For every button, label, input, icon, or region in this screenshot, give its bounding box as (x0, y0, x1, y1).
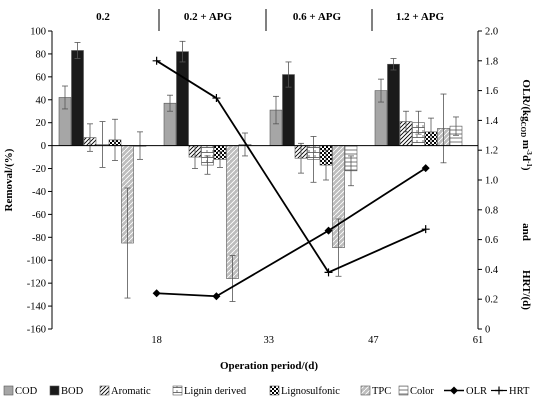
axes (51, 31, 479, 329)
legend-swatch (172, 385, 183, 396)
y-left-axis-title: Removal/(%) (3, 148, 15, 211)
y-left-tick-label: 40 (36, 95, 47, 106)
x-tick-label: 33 (263, 335, 274, 346)
olr-point (324, 226, 333, 235)
y-right-axis-title: OLR/(kgCOD m-3d-1) and HRT/(d) (519, 79, 533, 310)
olr-point (421, 164, 430, 173)
y-left-tick-label: -80 (32, 233, 46, 244)
line-olr (156, 167, 427, 298)
x-axis-title: Operation period/(d) (220, 360, 318, 372)
y-right-title-olr: OLR/(kg (520, 79, 532, 122)
hrt-point (421, 225, 430, 234)
legend-label: Color (410, 386, 434, 397)
line-series (152, 56, 430, 301)
y-left-tick-label: -60 (32, 210, 46, 221)
legend-swatch (3, 385, 14, 396)
hrt-point (212, 94, 221, 103)
phase-dividers (158, 9, 373, 31)
legend-swatch (99, 385, 110, 396)
y-right-ticks: 2.0 1.8 1.6 1.4 1.2 1.0 0.8 0.6 0.4 0.2 0 (478, 27, 499, 336)
bar-bod (387, 63, 400, 146)
hrt-point (152, 56, 161, 65)
y-right-title-tail: m (520, 137, 532, 149)
y-left-ticks: 100 80 60 40 20 0 -20 -40 -60 -80 -100 -120 -140 -160 (27, 27, 52, 336)
olr-point (212, 292, 221, 301)
y-right-tick-label: 2.0 (485, 27, 498, 38)
olr-point (152, 289, 161, 298)
y-right-title-sup2: -1 (525, 161, 533, 167)
y-right-tick-label: 1.4 (485, 116, 499, 127)
y-left-tick-label: -140 (27, 302, 46, 313)
phase-label: 1.2 + APG (396, 11, 445, 23)
svg-text:OLR/(kgCOD m-3d-1): OLR/(kgCOD m-3d-1) (519, 79, 533, 170)
bars (58, 40, 463, 302)
y-right-tick-label: 0.2 (485, 295, 498, 306)
legend-olr-marker (450, 386, 458, 395)
x-tick-label: 18 (151, 335, 162, 346)
x-ticks: 18 33 47 61 (151, 335, 483, 346)
legend-label: OLR (466, 386, 487, 397)
bar-bod (71, 50, 84, 146)
y-left-tick-label: -120 (27, 279, 46, 290)
legend-label: BOD (61, 386, 84, 397)
y-right-tick-label: 0 (485, 325, 490, 336)
legend-swatch (269, 385, 280, 396)
y-left-tick-label: 100 (30, 27, 46, 38)
y-right-tick-label: 0.6 (485, 235, 498, 246)
legend: COD BOD Aromatic Lignin derived Lignosulfoni… (3, 385, 530, 397)
y-right-tick-label: 1.6 (485, 86, 498, 97)
phase-label: 0.2 (96, 11, 110, 23)
legend-swatch (398, 385, 409, 396)
phase-labels: 0.2 0.2 + APG 0.6 + APG 1.2 + APG (96, 11, 444, 23)
y-left-tick-label: -160 (27, 325, 46, 336)
x-tick-label: 61 (473, 335, 484, 346)
y-right-title-sup1: -3 (525, 149, 533, 155)
legend-hrt-marker (495, 386, 503, 395)
hrt-point (324, 268, 333, 277)
y-right-title-hrt: HRT/(d) (520, 270, 532, 310)
line-hrt (156, 60, 427, 274)
y-right-title-sub: COD (519, 122, 527, 138)
phase-label: 0.2 + APG (184, 11, 233, 23)
legend-label: HRT (509, 386, 530, 397)
y-left-tick-label: 20 (36, 118, 47, 129)
y-right-title-end: ) (520, 167, 532, 171)
y-left-tick-label: -100 (27, 256, 46, 267)
legend-swatch (360, 385, 371, 396)
y-left-tick-label: 60 (36, 72, 47, 83)
y-left-tick-label: -20 (32, 164, 46, 175)
x-tick-label: 47 (368, 335, 379, 346)
y-right-tick-label: 1.8 (485, 56, 498, 67)
legend-label: Aromatic (111, 386, 151, 397)
y-left-tick-label: -40 (32, 187, 46, 198)
legend-label: COD (15, 386, 38, 397)
y-right-tick-label: 0.8 (485, 205, 498, 216)
y-right-tick-label: 0.4 (485, 265, 499, 276)
y-left-tick-label: 0 (41, 141, 46, 152)
phase-label: 0.6 + APG (293, 11, 342, 23)
y-right-tick-label: 1.2 (485, 146, 498, 157)
y-left-tick-label: 80 (36, 49, 47, 60)
legend-label: Lignin derived (184, 386, 247, 397)
y-right-title-and: and (520, 223, 532, 241)
y-right-title-mid: d (520, 155, 532, 161)
y-right-tick-label: 1.0 (485, 176, 498, 187)
legend-label: TPC (372, 386, 391, 397)
bar-bod (176, 51, 189, 146)
legend-swatch (49, 385, 60, 396)
legend-label: Lignosulfonic (281, 386, 340, 397)
